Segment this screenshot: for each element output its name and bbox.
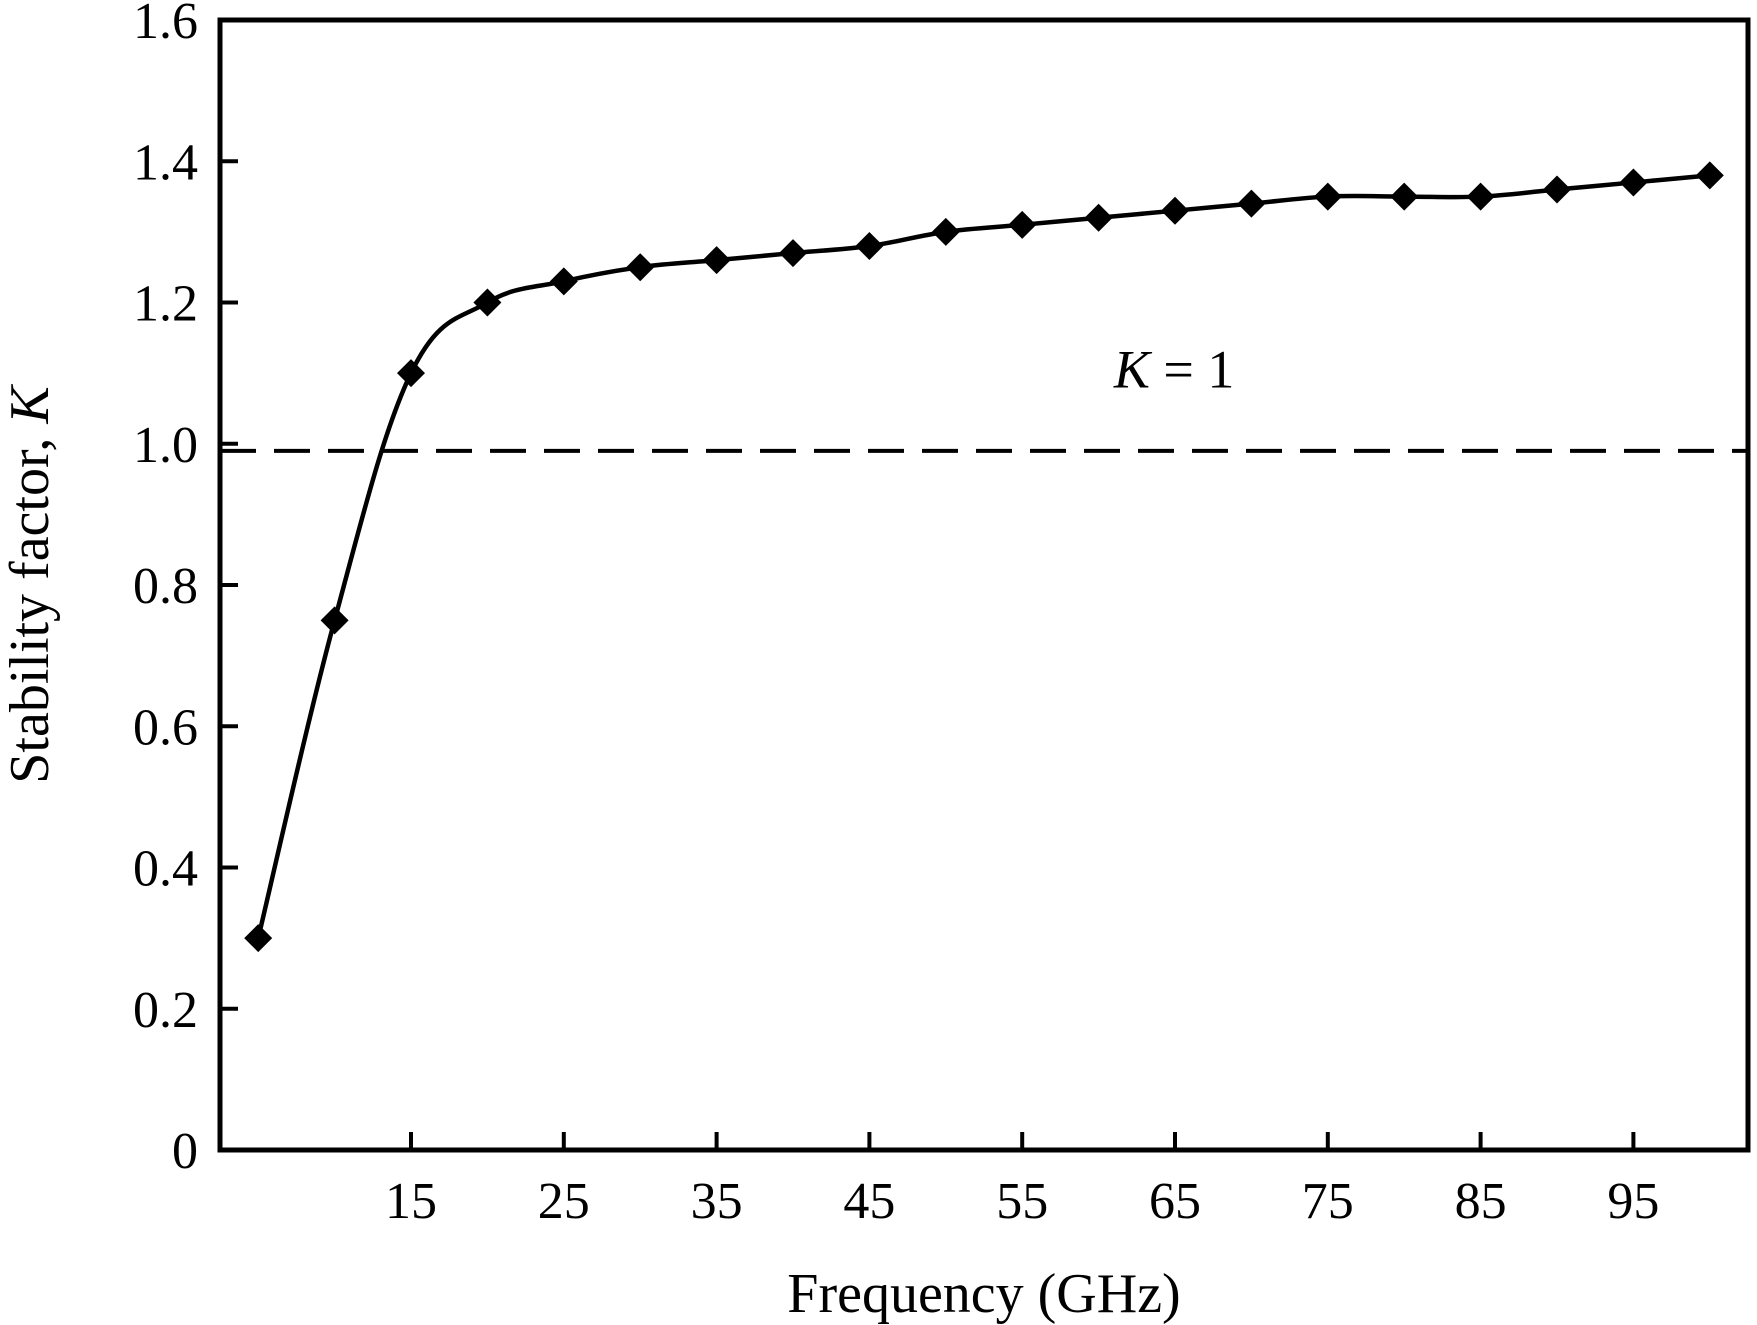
x-tick-label: 75 bbox=[1302, 1173, 1354, 1230]
data-point-diamond bbox=[549, 267, 578, 296]
data-point-diamond bbox=[1543, 175, 1571, 204]
plot-area bbox=[220, 161, 1748, 953]
data-point-diamond bbox=[1237, 189, 1266, 218]
data-point-diamond bbox=[473, 288, 502, 317]
y-tick-label: 0.6 bbox=[133, 699, 198, 756]
y-tick-label: 1.6 bbox=[133, 0, 198, 50]
x-tick-label: 95 bbox=[1607, 1173, 1659, 1230]
data-point-diamond bbox=[1084, 203, 1113, 232]
data-point-diamond bbox=[1619, 168, 1648, 197]
x-tick-label: 35 bbox=[691, 1173, 743, 1230]
y-tick-label: 0.4 bbox=[133, 841, 198, 898]
y-axis-title-variable: K bbox=[0, 384, 61, 425]
data-point-diamond bbox=[1161, 196, 1189, 225]
data-point-diamond bbox=[1313, 182, 1342, 211]
y-tick-label: 1.2 bbox=[133, 276, 198, 333]
data-point-diamond bbox=[320, 606, 349, 635]
x-tick-label: 25 bbox=[538, 1173, 590, 1230]
y-axis-title: Stability factor, K bbox=[0, 384, 61, 784]
reference-line-label: K = 1 bbox=[1113, 339, 1235, 399]
data-point-diamond bbox=[855, 232, 884, 260]
x-tick-label: 15 bbox=[385, 1173, 437, 1230]
data-point-diamond bbox=[1466, 182, 1495, 211]
data-point-diamond bbox=[931, 217, 960, 246]
data-point-diamond bbox=[1008, 210, 1037, 239]
reference-label-value: = 1 bbox=[1150, 339, 1234, 399]
x-tick-label: 45 bbox=[843, 1173, 895, 1230]
data-point-diamond bbox=[702, 246, 731, 275]
y-tick-label: 1.4 bbox=[133, 134, 198, 191]
data-point-diamond bbox=[626, 253, 655, 282]
x-tick-label: 85 bbox=[1455, 1173, 1507, 1230]
y-tick-label: 1.0 bbox=[133, 417, 198, 474]
data-point-diamond bbox=[397, 359, 425, 388]
y-tick-label: 0.2 bbox=[133, 982, 198, 1039]
axis-ticks: 15 25 35 45 55 65 75 85 95 0 0.2 0.4 0.6 0.8 1.0 1.2 1.4… bbox=[133, 0, 1659, 1230]
y-axis-title-text: Stability factor, bbox=[0, 424, 61, 784]
reference-label-variable: K bbox=[1113, 339, 1153, 399]
x-tick-label: 65 bbox=[1149, 1173, 1201, 1230]
x-axis-title: Frequency (GHz) bbox=[787, 1263, 1180, 1325]
data-point-diamond bbox=[779, 239, 807, 268]
y-tick-label: 0.8 bbox=[133, 558, 198, 615]
data-point-diamond bbox=[1390, 182, 1419, 211]
y-tick-label: 0 bbox=[172, 1123, 198, 1180]
data-point-diamond bbox=[244, 924, 273, 953]
series-line bbox=[256, 173, 1711, 939]
data-point-diamond bbox=[1695, 161, 1724, 190]
x-tick-label: 55 bbox=[996, 1173, 1048, 1230]
plot-frame bbox=[217, 17, 1751, 1153]
